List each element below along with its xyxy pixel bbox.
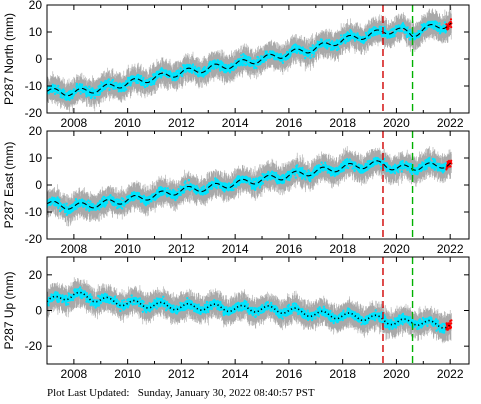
x-tick-label: 2022 — [437, 242, 464, 256]
x-tick-label: 2010 — [114, 367, 141, 381]
plot-area — [47, 6, 453, 113]
plot-footer: Plot Last Updated: Sunday, January 30, 2… — [47, 387, 315, 399]
y-tick-label: -20 — [25, 339, 43, 353]
x-tick-label: 2012 — [168, 242, 195, 256]
x-tick-label: 2014 — [222, 116, 249, 130]
plot-area — [47, 146, 453, 227]
y-tick-label: 10 — [29, 25, 43, 39]
x-tick-label: 2016 — [276, 116, 303, 130]
footer-timestamp: Sunday, January 30, 2022 08:40:57 PST — [137, 387, 315, 399]
model-line — [47, 22, 452, 97]
y-tick-label: -20 — [25, 232, 43, 246]
model-line — [47, 160, 452, 210]
y-axis-label: P287 East (mm) — [2, 142, 16, 229]
y-tick-label: 0 — [35, 178, 42, 192]
panel-2: -20 -10 0 10 20 2008 2010 2012 2014 2016 2018 2020 2… — [2, 124, 470, 256]
x-tick-label: 2018 — [329, 242, 356, 256]
y-tick-label: -10 — [25, 79, 43, 93]
recent-data-points — [445, 18, 453, 31]
y-tick-label: 0 — [35, 52, 42, 66]
x-tick-label: 2014 — [222, 367, 249, 381]
x-tick-label: 2020 — [383, 116, 410, 130]
y-tick-label: -20 — [25, 106, 43, 120]
x-tick-label: 2022 — [437, 116, 464, 130]
y-tick-label: 20 — [29, 124, 43, 138]
x-tick-label: 2008 — [61, 116, 88, 130]
y-axis-label: P287 Up (mm) — [2, 271, 16, 349]
x-tick-label: 2018 — [329, 116, 356, 130]
panel-3: -20 0 20 2008 2010 2012 2014 2016 2018 2020 2022 P2… — [2, 256, 470, 381]
x-tick-label: 2012 — [168, 367, 195, 381]
x-tick-label: 2012 — [168, 116, 195, 130]
y-tick-label: 10 — [29, 151, 43, 165]
footer-label: Plot Last Updated: — [47, 387, 130, 399]
x-tick-label: 2020 — [383, 367, 410, 381]
y-tick-label: 20 — [29, 0, 43, 12]
y-tick-label: -10 — [25, 205, 43, 219]
y-axis-label: P287 North (mm) — [2, 13, 16, 105]
x-tick-label: 2014 — [222, 242, 249, 256]
x-tick-label: 2020 — [383, 242, 410, 256]
x-tick-label: 2010 — [114, 116, 141, 130]
x-tick-label: 2016 — [276, 367, 303, 381]
panel-1: -20 -10 0 10 20 2008 2010 2012 2014 2016 2018 2020 2… — [2, 0, 470, 130]
x-tick-label: 2018 — [329, 367, 356, 381]
x-tick-label: 2008 — [61, 367, 88, 381]
error-bars — [47, 146, 452, 227]
x-tick-label: 2010 — [114, 242, 141, 256]
plot-area — [47, 277, 453, 344]
x-tick-label: 2022 — [437, 367, 464, 381]
y-tick-label: 0 — [35, 304, 42, 318]
x-tick-label: 2008 — [61, 242, 88, 256]
x-tick-label: 2016 — [276, 242, 303, 256]
y-tick-label: 20 — [29, 268, 43, 282]
